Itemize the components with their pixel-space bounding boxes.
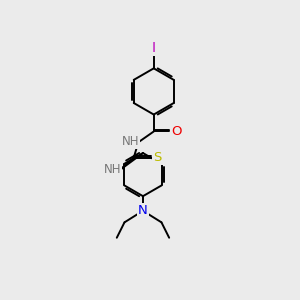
- Text: N: N: [138, 204, 148, 217]
- Text: NH: NH: [122, 135, 140, 148]
- Text: I: I: [152, 40, 156, 55]
- Text: NH: NH: [103, 163, 121, 176]
- Text: S: S: [153, 151, 162, 164]
- Text: O: O: [171, 125, 181, 138]
